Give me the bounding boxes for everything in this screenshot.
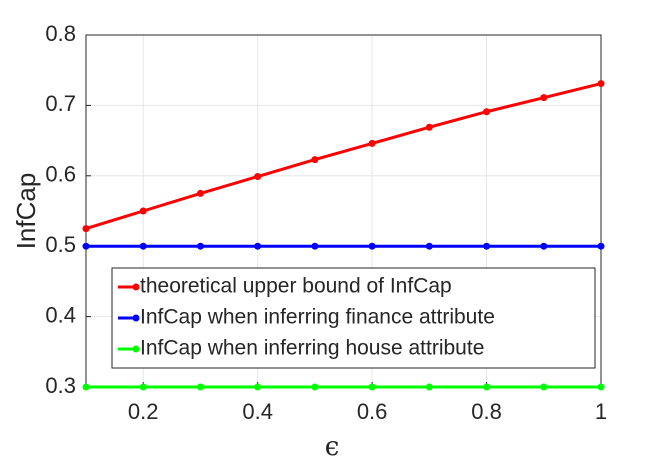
point: [311, 383, 319, 391]
point: [254, 242, 262, 250]
point: [139, 242, 147, 250]
point: [82, 383, 90, 391]
point: [597, 242, 605, 250]
y-tick-label: 0.5: [45, 232, 76, 257]
point: [425, 123, 433, 131]
x-tick-label: 0.2: [128, 399, 159, 424]
x-tick-label: 1: [595, 399, 607, 424]
x-axis-label: ϵ: [325, 432, 340, 462]
point: [540, 383, 548, 391]
point: [311, 156, 319, 164]
x-tick-label: 0.4: [242, 399, 273, 424]
point: [483, 383, 491, 391]
y-tick-label: 0.6: [45, 162, 76, 187]
x-tick-label: 0.8: [471, 399, 502, 424]
y-tick-label: 0.8: [45, 21, 76, 46]
x-tick-label: 0.6: [357, 399, 388, 424]
point: [254, 173, 262, 181]
legend-marker: [132, 345, 140, 353]
point: [368, 383, 376, 391]
point: [196, 189, 204, 197]
point: [139, 207, 147, 215]
y-axis-label: InfCap: [11, 173, 41, 250]
legend-label: theoretical upper bound of InfCap: [140, 275, 452, 298]
point: [540, 94, 548, 102]
point: [196, 383, 204, 391]
legend-marker: [132, 283, 140, 291]
point: [483, 108, 491, 116]
y-tick-label: 0.4: [45, 302, 76, 327]
legend-box: [111, 267, 596, 369]
point: [311, 242, 319, 250]
point: [597, 80, 605, 88]
point: [368, 242, 376, 250]
legend-label: InfCap when inferring finance attribute: [140, 306, 495, 329]
point: [483, 242, 491, 250]
legend-label: InfCap when inferring house attribute: [140, 337, 484, 360]
point: [254, 383, 262, 391]
point: [82, 242, 90, 250]
point: [368, 139, 376, 147]
legend-marker: [132, 314, 140, 322]
series-line: [85, 82, 602, 231]
point: [425, 242, 433, 250]
point: [597, 383, 605, 391]
point: [425, 383, 433, 391]
point: [82, 225, 90, 233]
point: [540, 242, 548, 250]
y-tick-label: 0.3: [45, 373, 76, 398]
point: [139, 383, 147, 391]
y-tick-label: 0.7: [45, 91, 76, 116]
point: [196, 242, 204, 250]
